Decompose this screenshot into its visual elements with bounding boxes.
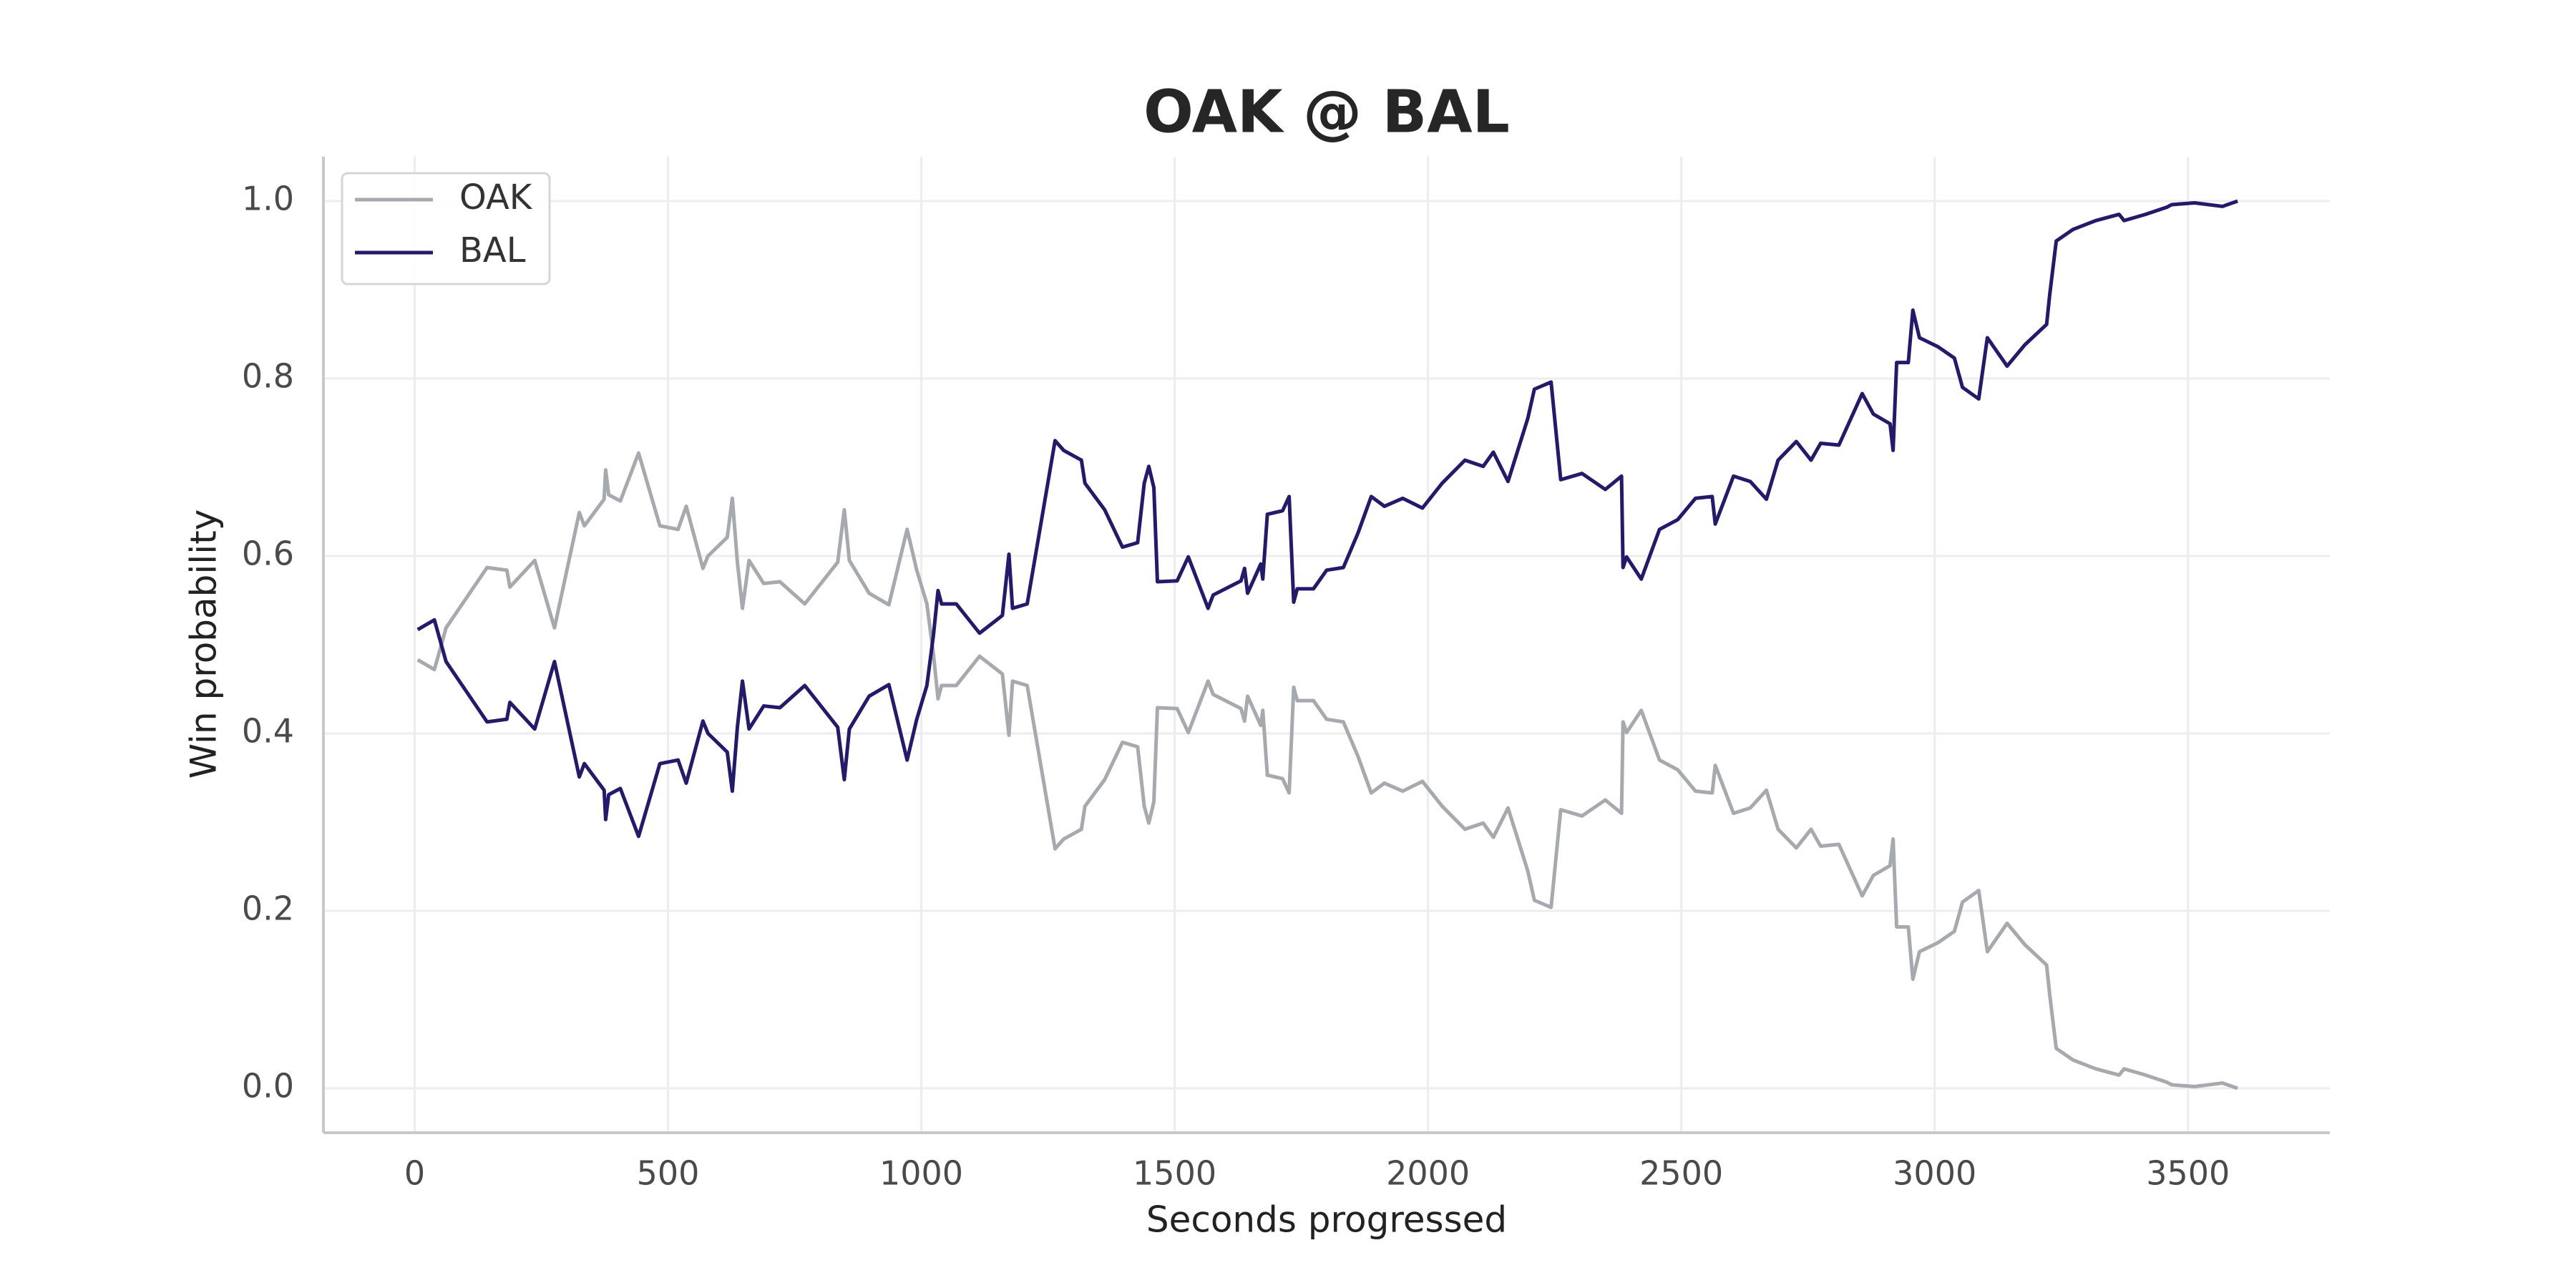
y-tick-label: 1.0 [242, 180, 294, 218]
axes: 0 500 1000 1500 2000 2500 3000 3500 0.0 0.2 0.4 0.6… [242, 157, 2330, 1193]
x-tick-label: 3000 [1893, 1154, 1976, 1193]
legend: OAK BAL [341, 172, 551, 286]
chart-title: OAK @ BAL [1143, 78, 1510, 146]
y-axis-label: Win probability [183, 509, 225, 779]
y-tick-label: 0.2 [242, 889, 294, 928]
series-line [416, 451, 2238, 1091]
y-tick-label: 0.4 [242, 712, 294, 751]
y-tick-label: 0.8 [242, 357, 294, 396]
x-tick-label: 0 [404, 1154, 425, 1193]
series-line [416, 199, 2238, 839]
y-tick-label: 0.6 [242, 535, 294, 573]
x-tick-label: 2500 [1639, 1154, 1723, 1193]
x-tick-label: 3500 [2146, 1154, 2230, 1193]
x-tick-label: 1500 [1133, 1154, 1216, 1193]
x-tick-label: 500 [637, 1154, 700, 1193]
lines [416, 199, 2238, 1091]
legend-label: OAK [459, 177, 533, 218]
legend-label: BAL [459, 230, 526, 270]
x-axis-label: Seconds progressed [1146, 1199, 1507, 1241]
y-tick-label: 0.0 [242, 1067, 294, 1106]
x-tick-label: 1000 [879, 1154, 963, 1193]
x-tick-label: 2000 [1386, 1154, 1470, 1193]
grid [323, 157, 2330, 1133]
